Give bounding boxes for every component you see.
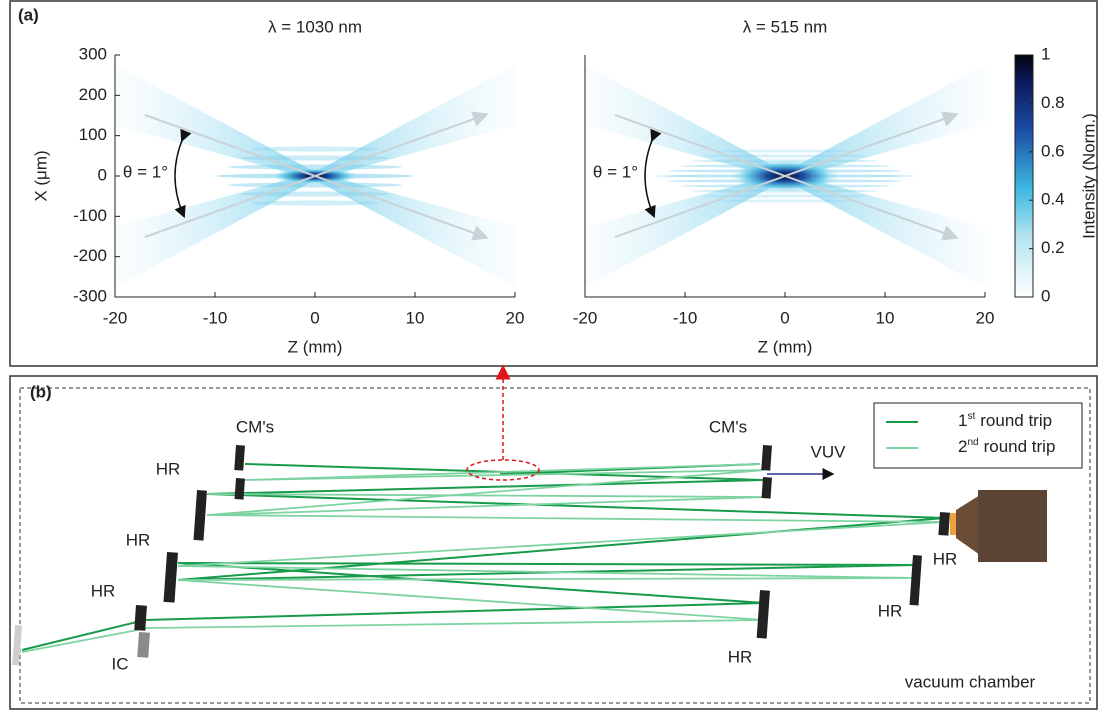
beam-fan bbox=[115, 65, 315, 180]
diagram-label: CM's bbox=[236, 417, 274, 436]
colorbar-tick-label: 0.6 bbox=[1041, 141, 1065, 160]
legend-label: 1st round trip bbox=[958, 411, 1052, 431]
x-tick-label: 10 bbox=[876, 308, 895, 327]
legend-label: 2nd round trip bbox=[958, 437, 1055, 457]
y-tick-label: 0 bbox=[98, 165, 107, 184]
mirror bbox=[12, 625, 22, 666]
mirror bbox=[163, 551, 178, 603]
legend-number: 2 bbox=[958, 437, 967, 456]
diagram-label: IC bbox=[112, 654, 129, 673]
guide-arrow bbox=[614, 111, 959, 238]
colorbar-tick-label: 0.2 bbox=[1041, 238, 1065, 257]
x-axis-label: Z (mm) bbox=[758, 337, 813, 356]
fringe bbox=[715, 149, 855, 153]
legend-box bbox=[873, 402, 1083, 469]
y-tick-label: 200 bbox=[79, 85, 107, 104]
y-tick-label: 300 bbox=[79, 44, 107, 63]
beam bbox=[21, 463, 946, 653]
fringe bbox=[703, 154, 867, 158]
x-tick-label: -10 bbox=[203, 308, 228, 327]
mirror bbox=[756, 590, 770, 639]
heatmap: θ = 1°-20 -10 0 10 20-300-200-1000100200300λ… bbox=[31, 17, 524, 356]
mirror bbox=[234, 445, 245, 471]
colorbar bbox=[1014, 54, 1034, 298]
guide-arrow bbox=[144, 111, 489, 238]
x-tick-label: 0 bbox=[310, 308, 319, 327]
annotation: θ = 1° bbox=[593, 162, 638, 181]
fringe bbox=[240, 191, 390, 197]
mirror bbox=[761, 476, 772, 499]
legend-text: round trip bbox=[980, 411, 1052, 430]
colorbar-tick-label: 0 bbox=[1041, 286, 1050, 305]
panel-b-frame bbox=[9, 375, 1098, 710]
angle-arrow bbox=[174, 128, 192, 219]
beam-fan bbox=[115, 172, 315, 287]
fringe bbox=[228, 182, 402, 188]
heatmap: θ = 1° -20 -10 0 10 20 λ = 515 nm Z (mm) bbox=[573, 17, 995, 356]
fringe bbox=[703, 194, 867, 198]
vacuum-chamber bbox=[19, 387, 1091, 704]
camera bbox=[978, 490, 1047, 562]
diagram-label: vacuum chamber bbox=[905, 672, 1036, 691]
x-tick-label: 20 bbox=[506, 308, 525, 327]
focus-marker bbox=[466, 459, 540, 481]
panel-a-frame bbox=[9, 0, 1098, 367]
angle-arrow bbox=[644, 128, 662, 219]
beam-fan bbox=[585, 65, 785, 180]
y-tick-label: -100 bbox=[73, 206, 107, 225]
y-tick-label: -300 bbox=[73, 286, 107, 305]
colorbar-tick-label: 0.4 bbox=[1041, 190, 1065, 209]
x-tick-label: -10 bbox=[673, 308, 698, 327]
colorbar-tick-label: 1 bbox=[1041, 44, 1050, 63]
legend-suffix: nd bbox=[967, 437, 978, 448]
legend-suffix: st bbox=[967, 411, 975, 422]
mirror bbox=[137, 631, 150, 658]
fringe bbox=[228, 164, 402, 170]
camera-cone bbox=[956, 495, 980, 555]
panel-label: (b) bbox=[30, 382, 52, 401]
flange bbox=[950, 513, 956, 535]
beam-fan bbox=[785, 172, 985, 287]
y-tick-label: -200 bbox=[73, 246, 107, 265]
beam-fan bbox=[785, 65, 985, 180]
diagram-label: HR bbox=[728, 647, 753, 666]
diagram-label: HR bbox=[91, 581, 116, 600]
beam-fan bbox=[315, 172, 515, 287]
colorbar-tick-label: 0.8 bbox=[1041, 93, 1065, 112]
panel-label: (a) bbox=[18, 5, 39, 24]
fringe bbox=[252, 146, 378, 152]
mirror bbox=[134, 605, 147, 631]
x-tick-label: -20 bbox=[103, 308, 128, 327]
diagram-label: CM's bbox=[709, 417, 747, 436]
diagram-label: VUV bbox=[811, 442, 847, 461]
diagram-label: HR bbox=[156, 459, 181, 478]
annotation: θ = 1° bbox=[123, 162, 168, 181]
diagram-label: HR bbox=[126, 530, 151, 549]
x-tick-label: 0 bbox=[780, 308, 789, 327]
mirror bbox=[761, 445, 772, 471]
fringe bbox=[252, 200, 378, 206]
mirror bbox=[909, 555, 922, 606]
x-tick-label: -20 bbox=[573, 308, 598, 327]
chart-title: λ = 515 nm bbox=[743, 17, 828, 36]
beam-fan bbox=[585, 172, 785, 287]
diagram-label: HR bbox=[878, 601, 903, 620]
x-axis-label: Z (mm) bbox=[288, 337, 343, 356]
chart-title: λ = 1030 nm bbox=[268, 17, 362, 36]
fringe bbox=[240, 155, 390, 161]
legend-text: round trip bbox=[984, 437, 1056, 456]
mirror bbox=[193, 489, 207, 541]
diagram-label: HR bbox=[933, 549, 958, 568]
y-axis-label: X (μm) bbox=[31, 150, 50, 201]
x-tick-label: 20 bbox=[976, 308, 995, 327]
x-tick-label: 10 bbox=[406, 308, 425, 327]
colorbar-label: Intensity (Norm.) bbox=[1079, 113, 1098, 239]
legend-number: 1 bbox=[958, 411, 967, 430]
fringe bbox=[715, 199, 855, 203]
y-tick-label: 100 bbox=[79, 125, 107, 144]
mirror bbox=[938, 512, 950, 536]
mirror bbox=[234, 477, 245, 500]
beam-fan bbox=[315, 65, 515, 180]
